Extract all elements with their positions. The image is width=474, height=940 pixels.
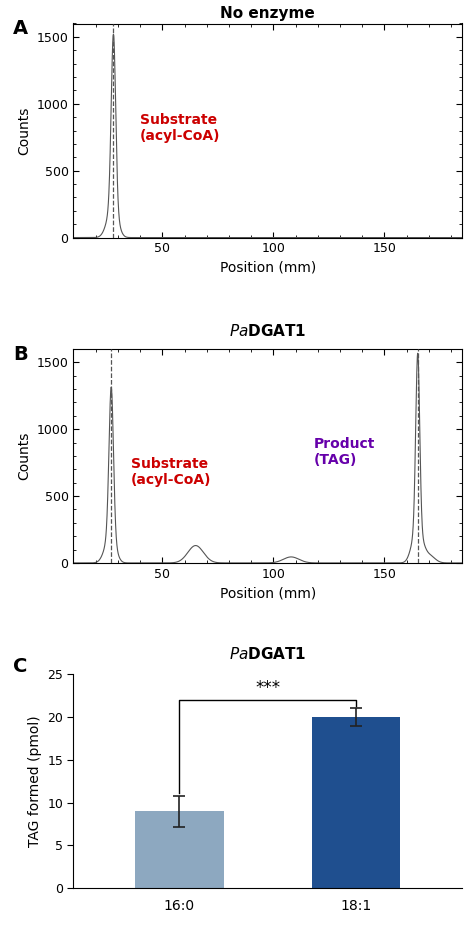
Text: Substrate
(acyl-CoA): Substrate (acyl-CoA) <box>131 457 212 487</box>
Text: $\mathit{Pa}$$\mathbf{DGAT1}$: $\mathit{Pa}$$\mathbf{DGAT1}$ <box>229 323 307 339</box>
X-axis label: Position (mm): Position (mm) <box>219 261 316 275</box>
Text: Product
(TAG): Product (TAG) <box>313 437 375 467</box>
Y-axis label: TAG formed (pmol): TAG formed (pmol) <box>27 715 42 847</box>
Bar <box>312 717 401 888</box>
Bar <box>135 811 224 888</box>
Y-axis label: Counts: Counts <box>17 431 31 480</box>
Text: A: A <box>13 19 28 39</box>
Text: ***: *** <box>255 680 281 697</box>
Text: $\mathit{Pa}$$\mathbf{DGAT1}$: $\mathit{Pa}$$\mathbf{DGAT1}$ <box>229 647 307 663</box>
X-axis label: Position (mm): Position (mm) <box>219 587 316 601</box>
Text: Substrate
(acyl-CoA): Substrate (acyl-CoA) <box>140 113 220 143</box>
Title: No enzyme: No enzyme <box>220 6 315 21</box>
Y-axis label: Counts: Counts <box>17 106 31 155</box>
Text: B: B <box>13 345 28 364</box>
Text: C: C <box>13 657 27 676</box>
